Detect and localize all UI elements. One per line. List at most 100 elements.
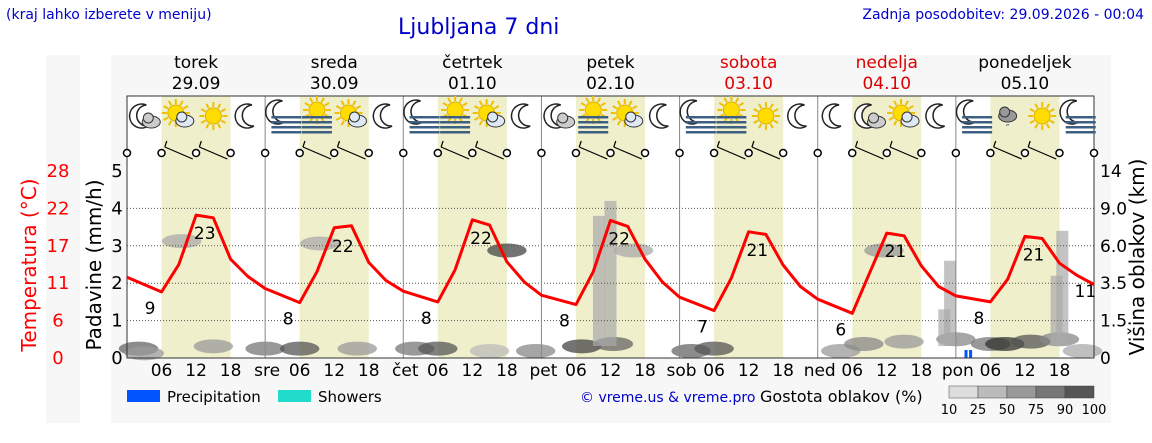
hour-tick: 06	[841, 361, 863, 381]
calm-wind-marker	[122, 148, 132, 158]
moon-icon	[821, 103, 842, 129]
wind-barb-tick	[475, 140, 479, 148]
precipitation-tick: 4	[111, 198, 122, 219]
cloud-density-tick: 100	[1082, 403, 1107, 418]
cloud-height-tick: 0	[1100, 349, 1111, 369]
sun-ray	[888, 116, 894, 121]
moon-shape	[854, 103, 874, 129]
moon-icon	[787, 103, 807, 129]
sun-ray	[220, 108, 226, 113]
cloud-shape	[901, 111, 913, 123]
calm-wind-marker	[433, 148, 443, 158]
temperature-label: 21	[746, 241, 768, 261]
sun-ray	[163, 116, 169, 121]
fog-line	[1065, 131, 1096, 134]
calm-wind-marker	[191, 148, 201, 158]
cloud-patch	[469, 343, 510, 358]
daylight-band	[990, 96, 1060, 358]
cloud-patch	[844, 336, 884, 351]
calm-wind-marker	[882, 148, 892, 158]
temperature-axis-label: Temperatura (°C)	[17, 178, 41, 352]
wind-barb-tick	[198, 140, 202, 148]
sun-disc	[308, 101, 326, 119]
wind-barb-tick	[164, 140, 168, 148]
temperature-label: 21	[885, 242, 907, 262]
cloud-patch	[279, 341, 320, 356]
temperature-tick: 6	[52, 311, 63, 332]
cloud-patch	[418, 341, 458, 356]
sun-ray	[632, 105, 638, 110]
sun-ray	[753, 119, 759, 124]
moon-shape	[1059, 99, 1080, 125]
sun-ray	[758, 103, 763, 109]
hour-tick: 18	[1049, 361, 1071, 381]
sun-ray	[735, 97, 740, 103]
sun-ray	[769, 123, 774, 129]
wind-barb	[717, 146, 746, 160]
hour-tick: 18	[220, 361, 242, 381]
fog-line	[716, 116, 747, 119]
moon-cloud-icon	[543, 103, 576, 129]
wind-barb	[993, 146, 1022, 160]
sun-ray	[220, 119, 226, 124]
precipitation-axis-label: Padavine (mm/h)	[82, 179, 106, 350]
cloud-density-tick: 10	[941, 403, 958, 418]
moon-fog-icon	[955, 99, 993, 134]
cloud-density-tick: 25	[970, 403, 987, 418]
fog-line	[1065, 126, 1096, 129]
sun-ray	[183, 105, 189, 110]
wind-barb-tick	[440, 140, 444, 148]
moon-shape	[787, 103, 807, 129]
wind-barb-tick	[993, 140, 997, 148]
day-name: sobota	[720, 53, 778, 73]
plot-border	[126, 95, 1095, 359]
sun-ray	[352, 100, 357, 106]
sun-cloud-icon	[161, 99, 195, 128]
sun-ray	[447, 97, 452, 103]
sun-ray	[893, 100, 898, 106]
sun-ray	[738, 102, 744, 107]
cloud-shape	[348, 111, 360, 123]
cloud-patch	[515, 343, 556, 358]
cloud-shape	[868, 112, 880, 124]
hour-tick: 12	[600, 361, 622, 381]
day-name: ponedeljek	[978, 53, 1072, 73]
day-name: sreda	[311, 53, 358, 73]
temperature-label: 8	[973, 309, 984, 329]
sun-ray	[612, 116, 618, 121]
cloud-patch	[487, 243, 527, 258]
hour-tick: 18	[496, 361, 518, 381]
sun-ray	[758, 123, 763, 129]
sun-ray	[478, 100, 483, 106]
calm-wind-marker	[502, 148, 512, 158]
cloud-patch	[884, 334, 924, 349]
wind-barb-tick	[578, 140, 582, 148]
day-date: 02.10	[586, 74, 635, 94]
day-date: 03.10	[724, 74, 773, 94]
calm-wind-marker	[399, 148, 408, 158]
wind-barb-tick	[751, 140, 755, 148]
day-name: četrtek	[442, 53, 503, 73]
cloud-patch	[1062, 343, 1103, 358]
hour-tick: 06	[151, 361, 173, 381]
temperature-label: 22	[608, 229, 630, 249]
cloud-density-swatch	[1035, 385, 1066, 399]
sun-icon	[1028, 102, 1057, 130]
fog-line	[716, 126, 747, 129]
cloud-patch	[124, 346, 165, 361]
calm-wind-marker	[778, 148, 788, 158]
sun-ray	[585, 97, 590, 103]
temperature-label: 8	[559, 312, 570, 332]
precipitation-swatch	[127, 390, 160, 402]
wind-barb	[164, 146, 194, 160]
sun-ray	[205, 103, 210, 109]
hour-tick: 06	[289, 361, 311, 381]
sun-ray	[769, 103, 774, 109]
calm-wind-marker	[848, 148, 857, 158]
sun-ray	[478, 120, 483, 126]
moon-icon	[372, 103, 393, 129]
cloud-column	[592, 215, 605, 346]
day-date: 30.09	[310, 74, 359, 94]
sun-ray	[888, 105, 894, 110]
temperature-label: 8	[283, 310, 294, 330]
